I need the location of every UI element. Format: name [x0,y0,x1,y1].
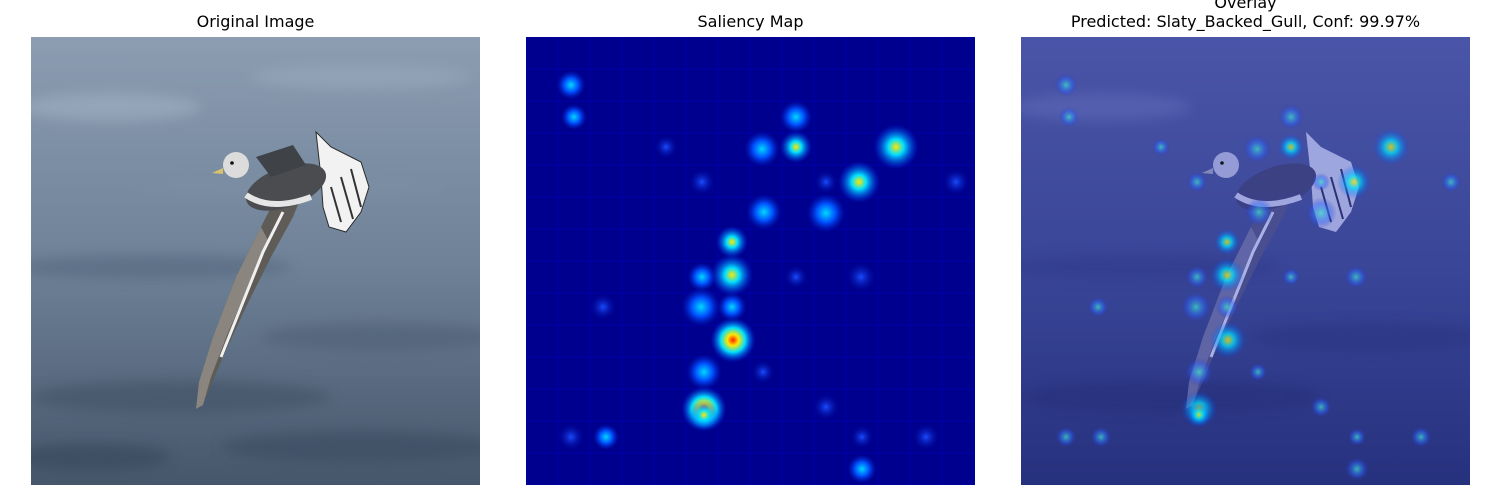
gull [196,130,370,409]
saliency-map-title: Saliency Map [697,12,804,31]
overlay-image [1021,37,1470,485]
saliency-map [526,37,975,485]
overlay-title: Overlay [1214,0,1277,12]
prediction-label: Predicted: Slaty_Backed_Gull, Conf: 99.9… [1070,12,1421,31]
original-image-title: Original Image [196,12,315,31]
original-image [31,37,480,485]
